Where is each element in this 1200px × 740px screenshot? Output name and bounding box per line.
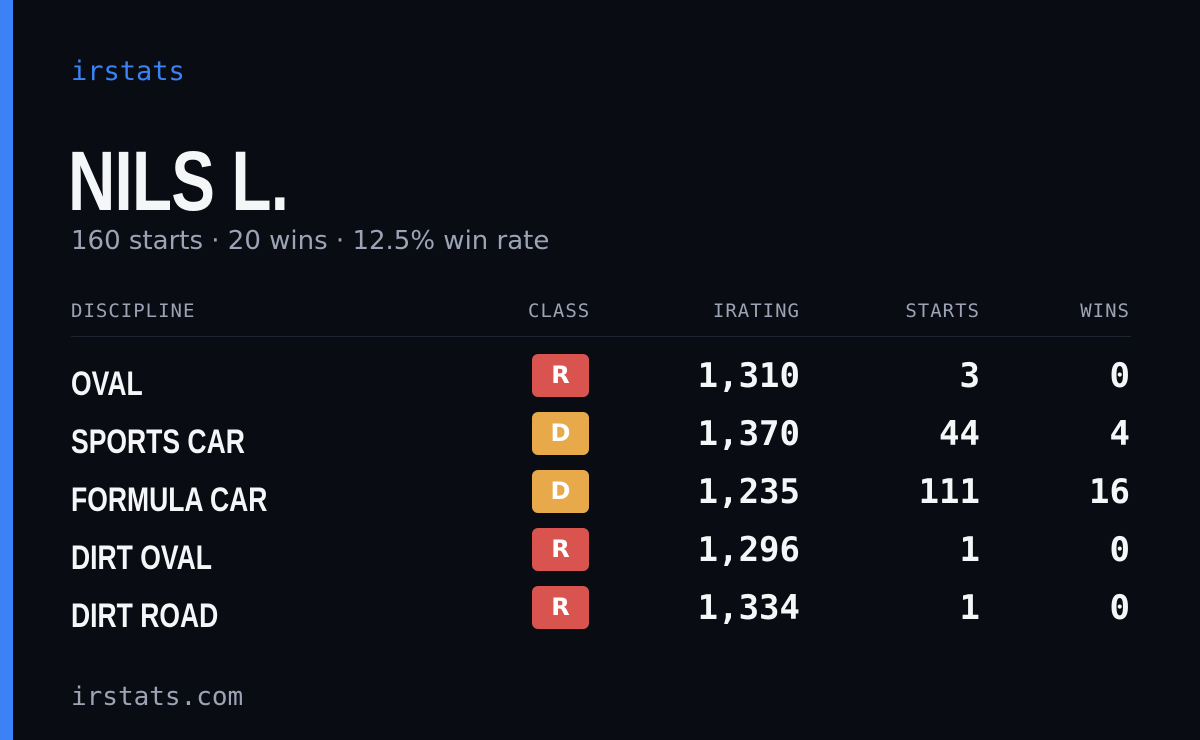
table-row: DIRT ROAD R 1,334 1 0 [71,582,1131,640]
starts-value: 111 [918,472,980,512]
starts-value: 1 [959,588,980,628]
table-row: FORMULA CAR D 1,235 111 16 [71,466,1131,524]
class-badge: R [532,586,589,629]
wins-value: 0 [1109,588,1130,628]
discipline-name: FORMULA CAR [71,481,268,519]
header-irating: IRATING [712,300,800,322]
table-row: OVAL R 1,310 3 0 [71,350,1131,408]
header-wins: WINS [1080,300,1130,322]
wins-value: 0 [1109,530,1130,570]
wins-value: 4 [1109,414,1130,454]
wins-value: 16 [1089,472,1130,512]
irating-value: 1,235 [697,472,800,512]
header-class: CLASS [528,300,591,322]
table-row: SPORTS CAR D 1,370 44 4 [71,408,1131,466]
irating-value: 1,370 [697,414,800,454]
starts-value: 3 [959,356,980,396]
starts-value: 1 [959,530,980,570]
header-discipline: DISCIPLINE [71,300,196,322]
irating-value: 1,310 [697,356,800,396]
table-row: DIRT OVAL R 1,296 1 0 [71,524,1131,582]
class-badge: D [532,412,589,455]
starts-value: 44 [939,414,980,454]
table-header: DISCIPLINE CLASS IRATING STARTS WINS [71,298,1131,328]
discipline-name: DIRT OVAL [71,539,212,577]
discipline-name: SPORTS CAR [71,423,245,461]
discipline-name: OVAL [71,365,143,403]
player-summary: 160 starts · 20 wins · 12.5% win rate [71,226,550,256]
discipline-name: DIRT ROAD [71,597,219,635]
brand-logo[interactable]: irstats [71,56,185,87]
stats-table: OVAL R 1,310 3 0 SPORTS CAR D 1,370 44 4… [71,350,1131,640]
player-name: NILS L. [68,134,289,228]
irating-value: 1,296 [697,530,800,570]
class-badge: D [532,470,589,513]
class-badge: R [532,528,589,571]
class-badge: R [532,354,589,397]
header-starts: STARTS [905,300,980,322]
accent-bar [0,0,13,740]
irating-value: 1,334 [697,588,800,628]
wins-value: 0 [1109,356,1130,396]
header-divider [71,336,1131,337]
footer-link[interactable]: irstats.com [71,682,244,712]
